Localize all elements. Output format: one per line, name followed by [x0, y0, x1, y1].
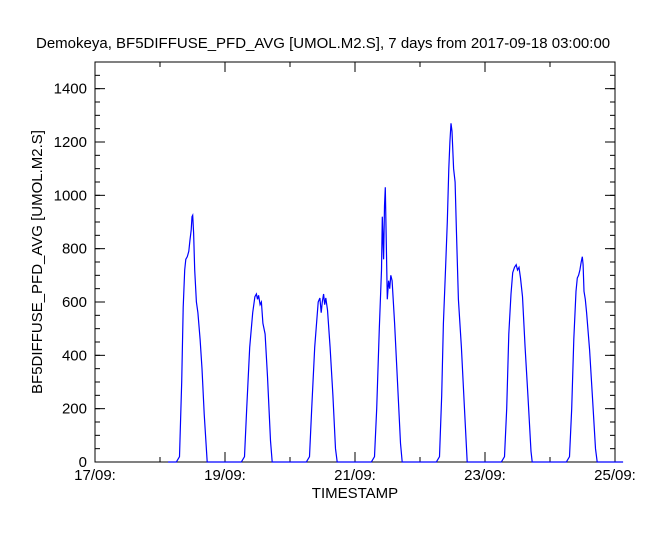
y-axis-label: BF5DIFFUSE_PFD_AVG [UMOL.M2.S] — [29, 130, 46, 394]
y-tick-label: 1400 — [54, 81, 87, 98]
x-tick-label: 25/09: — [594, 467, 636, 484]
axis-ticks — [94, 61, 616, 463]
x-tick-label: 17/09: — [74, 467, 116, 484]
y-tick-label: 1000 — [54, 187, 87, 204]
x-axis-label: TIMESTAMP — [312, 485, 398, 502]
y-tick-label: 200 — [62, 401, 87, 418]
series-line — [168, 123, 624, 463]
x-tick-label: 21/09: — [334, 467, 376, 484]
y-tick-label: 800 — [62, 241, 87, 258]
y-tick-label: 400 — [62, 347, 87, 364]
y-tick-label: 1200 — [54, 134, 87, 151]
y-tick-labels: 0 200 400 600 800 1000 1200 1400 — [54, 81, 87, 471]
x-tick-label: 19/09: — [204, 467, 246, 484]
x-tick-labels: 17/09: 19/09: 21/09: 23/09: 25/09: — [74, 467, 636, 484]
chart-title: Demokeya, BF5DIFFUSE_PFD_AVG [UMOL.M2.S]… — [36, 35, 610, 52]
x-tick-label: 23/09: — [464, 467, 506, 484]
plot-frame — [94, 61, 616, 463]
y-tick-label: 600 — [62, 294, 87, 311]
y-tick-label: 0 — [79, 454, 87, 471]
